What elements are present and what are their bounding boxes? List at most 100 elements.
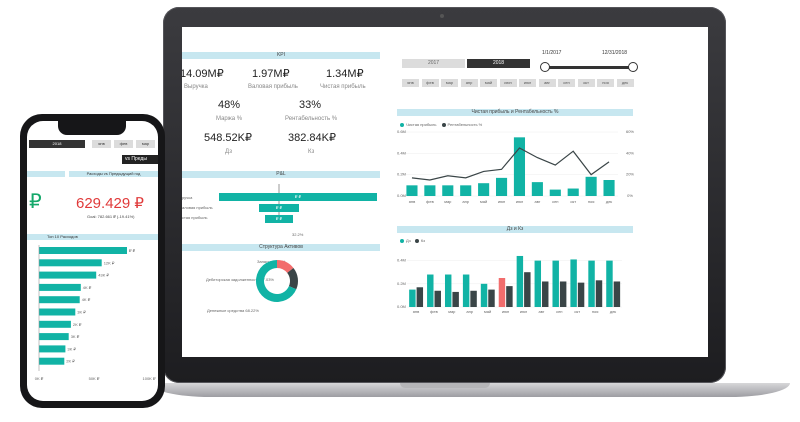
x-tick-label: апр bbox=[462, 199, 469, 204]
legend-net-profit: Чистая прибыль bbox=[406, 122, 437, 127]
month-button-5[interactable]: май bbox=[480, 79, 497, 87]
phone-notch bbox=[58, 121, 126, 135]
payables-bar bbox=[613, 281, 621, 307]
month-button-9[interactable]: сен bbox=[558, 79, 575, 87]
top10-expenses-chart: ₽ ₽ 12K ₽ 43K ₽ 4K ₽ 4K ₽ 3K ₽ 2K ₽ 3K ₽ 3K ₽ 2K … bbox=[35, 245, 156, 381]
month-button-1[interactable]: янв bbox=[402, 79, 419, 87]
month-button-10[interactable]: окт bbox=[577, 79, 595, 87]
date-slider-handle-end[interactable] bbox=[628, 62, 638, 72]
year-2018-button[interactable]: 2018 bbox=[467, 59, 530, 68]
y-tick-label: 0.4M bbox=[397, 258, 406, 263]
year-2017-button[interactable]: 2017 bbox=[402, 59, 465, 68]
y-tick-label: 0.2M bbox=[397, 172, 406, 177]
pl-bar: ₽ ₽ bbox=[219, 193, 377, 201]
net-profit-bar bbox=[460, 185, 472, 196]
month-button-6[interactable]: июн bbox=[499, 79, 517, 87]
month-button-7[interactable]: июл bbox=[519, 79, 536, 87]
receivables-bar bbox=[516, 255, 524, 307]
x-tick-label: июл bbox=[516, 199, 524, 204]
legend-marker bbox=[441, 122, 446, 127]
month-button-3[interactable]: мар bbox=[441, 79, 458, 87]
net-profit-bar bbox=[513, 137, 526, 196]
x-tick-label: авг bbox=[534, 199, 540, 204]
month-button-8[interactable]: авг bbox=[538, 79, 556, 87]
top10-value-label: 2K ₽ bbox=[66, 359, 75, 364]
kpi-title: KPI bbox=[182, 52, 380, 59]
receivables-bar bbox=[444, 274, 452, 307]
legend-profitability: Рентабельность % bbox=[447, 122, 483, 127]
receivables-bar bbox=[427, 274, 434, 307]
pl-row-label: аловая прибыль bbox=[182, 205, 213, 210]
receivables-bar bbox=[552, 260, 559, 307]
compare-previous-button[interactable]: vs Преды bbox=[122, 155, 158, 164]
receivables-bar bbox=[570, 259, 577, 307]
chart2-legend: Дз Кз bbox=[400, 238, 425, 243]
receivables-bar bbox=[498, 278, 506, 307]
month-button-11[interactable]: ноя bbox=[597, 79, 614, 87]
net-profit-bar bbox=[406, 185, 418, 196]
asset-donut bbox=[256, 260, 298, 302]
phone-ruble-value: ₽ bbox=[29, 191, 42, 213]
phone-box1-title bbox=[27, 171, 65, 177]
phone-year-button[interactable]: 2018 bbox=[29, 140, 85, 148]
asset-label-cash: Денежные средства 68.22% bbox=[207, 308, 259, 313]
pl-row-label: ручка bbox=[182, 195, 193, 200]
legend-receivables: Дз bbox=[406, 238, 411, 243]
payables-value: 382.84K₽ bbox=[288, 132, 336, 144]
net-profit-label: Чистая прибыль bbox=[320, 84, 366, 90]
top10-bar bbox=[39, 357, 65, 365]
date-slider-handle-start[interactable] bbox=[540, 62, 550, 72]
chart1-title: Чистая прибыль и Рентабельность % bbox=[397, 109, 633, 116]
top10-bar bbox=[39, 320, 71, 328]
y2-tick-label: 40% bbox=[626, 150, 634, 155]
y2-tick-label: 20% bbox=[626, 172, 634, 177]
x-tick-label: дек bbox=[610, 309, 617, 314]
top10-bar bbox=[39, 259, 102, 267]
phone-screen: 2018 янв фев мар vs Преды Расходы vs Пре… bbox=[27, 121, 158, 401]
top10-bar bbox=[39, 333, 69, 341]
month-button-2[interactable]: фев bbox=[421, 79, 439, 87]
month-button-4[interactable]: апр bbox=[460, 79, 478, 87]
profitability-value: 33% bbox=[299, 99, 322, 111]
net-profit-bar bbox=[424, 185, 436, 196]
x-tick-label: ноя bbox=[588, 199, 595, 204]
donut-slice bbox=[256, 260, 297, 302]
phone-month-button[interactable]: мар bbox=[136, 140, 155, 148]
laptop-notch bbox=[400, 383, 490, 388]
y-tick-label: 0.0M bbox=[397, 304, 406, 309]
payables-bar bbox=[542, 281, 549, 307]
date-slider-track[interactable] bbox=[546, 66, 632, 69]
x-tick-label: сен bbox=[556, 309, 562, 314]
phone-month-button[interactable]: фев bbox=[114, 140, 133, 148]
x-tick-label: апр bbox=[466, 309, 473, 314]
y2-tick-label: 60% bbox=[626, 129, 634, 134]
top10-bar bbox=[39, 296, 80, 304]
legend-marker bbox=[414, 238, 419, 243]
x-tick-label: дек bbox=[606, 199, 613, 204]
net-profit-bar bbox=[549, 189, 561, 196]
assets-title: Структура Активов bbox=[182, 244, 380, 251]
gross-profit-value: 1.97M₽ bbox=[252, 68, 290, 80]
top10-value-label: 4K ₽ bbox=[82, 297, 91, 302]
phone-month-button[interactable]: янв bbox=[92, 140, 111, 148]
x-tick-label: май bbox=[484, 309, 491, 314]
date-start: 1/1/2017 bbox=[542, 50, 562, 56]
x-tick-label: мар bbox=[448, 309, 456, 314]
x-tick-label: июл bbox=[520, 309, 528, 314]
receivables-bar bbox=[534, 260, 542, 307]
top10-bar bbox=[39, 345, 66, 353]
x-tick-label: 50K ₽ bbox=[89, 376, 100, 381]
margin-label: Маржа % bbox=[216, 116, 243, 122]
payables-bar bbox=[506, 286, 513, 307]
payables-bar bbox=[595, 280, 603, 307]
x-tick-label: фев bbox=[430, 309, 438, 314]
top10-value-label: ₽ ₽ bbox=[129, 248, 136, 253]
date-end: 12/31/2018 bbox=[602, 50, 628, 56]
top10-value-label: 3K ₽ bbox=[67, 346, 76, 351]
revenue-value: 14.09M₽ bbox=[182, 68, 224, 80]
top10-value-label: 43K ₽ bbox=[98, 273, 109, 278]
payables-label: Кз bbox=[308, 149, 315, 155]
pl-bar: ₽ ₽ bbox=[259, 204, 299, 212]
receivables-bar bbox=[588, 260, 595, 307]
month-button-12[interactable]: дек bbox=[616, 79, 634, 87]
